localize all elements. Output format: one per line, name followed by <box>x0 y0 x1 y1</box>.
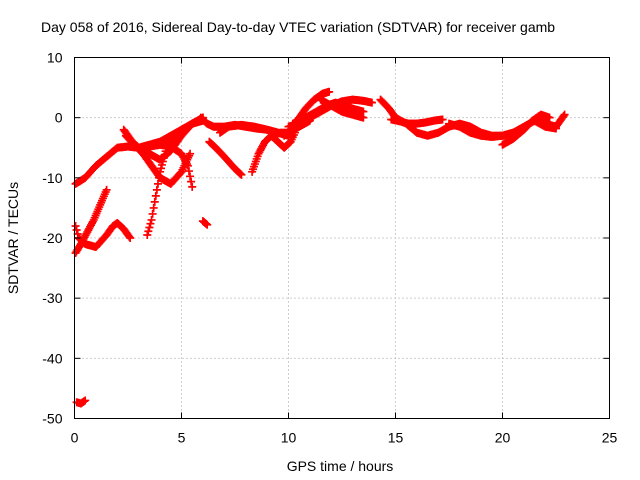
x-tick-label: 10 <box>281 430 297 446</box>
x-tick-label: 20 <box>495 430 511 446</box>
marks-layer <box>71 87 569 408</box>
y-tick-label: -50 <box>42 411 62 427</box>
data-point <box>552 124 560 133</box>
data-point <box>186 172 195 181</box>
data-point <box>148 209 157 218</box>
y-axis-label: SDTVAR / TECUs <box>5 182 21 294</box>
data-point <box>236 169 245 178</box>
y-tick-label: -20 <box>42 230 62 246</box>
data-series <box>267 128 299 152</box>
data-point <box>367 98 376 107</box>
data-point <box>145 223 154 232</box>
data-point <box>71 221 80 230</box>
y-tick-label: -10 <box>42 170 62 186</box>
y-tick-label: -30 <box>42 290 62 306</box>
data-point <box>202 219 211 228</box>
data-point <box>359 113 368 122</box>
data-point <box>125 232 134 241</box>
data-point <box>147 215 156 224</box>
data-series <box>71 218 135 252</box>
data-point <box>126 234 135 242</box>
y-tick-label: 0 <box>55 110 63 126</box>
data-point <box>559 111 568 120</box>
data-point <box>325 87 334 96</box>
data-series <box>530 116 560 133</box>
data-point <box>151 191 160 200</box>
data-point <box>438 115 447 124</box>
data-series <box>316 95 368 122</box>
x-tick-label: 25 <box>602 430 618 446</box>
data-point <box>152 185 161 194</box>
data-point <box>188 182 197 191</box>
data-point <box>560 110 569 119</box>
x-axis-label: GPS time / hours <box>287 458 394 474</box>
data-point <box>203 220 212 229</box>
data-point <box>545 113 554 122</box>
data-series <box>205 137 246 179</box>
data-point <box>149 203 158 212</box>
data-point <box>153 179 162 188</box>
chart-title: Day 058 of 2016, Sidereal Day-to-day VTE… <box>41 19 555 35</box>
y-tick-label: -40 <box>42 350 62 366</box>
data-point <box>143 230 152 239</box>
data-series <box>198 217 212 229</box>
data-point <box>146 219 155 228</box>
data-series <box>445 119 518 141</box>
data-point <box>72 225 81 234</box>
data-series <box>387 115 447 128</box>
data-series <box>71 185 111 258</box>
data-series <box>121 131 195 188</box>
data-point <box>184 167 193 176</box>
data-series <box>72 396 90 408</box>
x-tick-label: 15 <box>388 430 404 446</box>
data-point <box>81 396 90 405</box>
data-point <box>73 229 82 238</box>
ticks-layer: 0 5 10 15 20 25 -50 -40 -30 -20 -10 0 10 <box>42 50 617 446</box>
y-tick-label: 10 <box>47 50 63 66</box>
data-point <box>290 128 299 137</box>
data-point <box>187 177 196 186</box>
data-point <box>186 149 195 158</box>
data-point <box>144 227 153 236</box>
x-tick-label: 5 <box>178 430 186 446</box>
x-tick-label: 0 <box>71 430 79 446</box>
data-point <box>237 170 246 179</box>
data-point <box>102 185 111 194</box>
data-point <box>150 197 159 206</box>
